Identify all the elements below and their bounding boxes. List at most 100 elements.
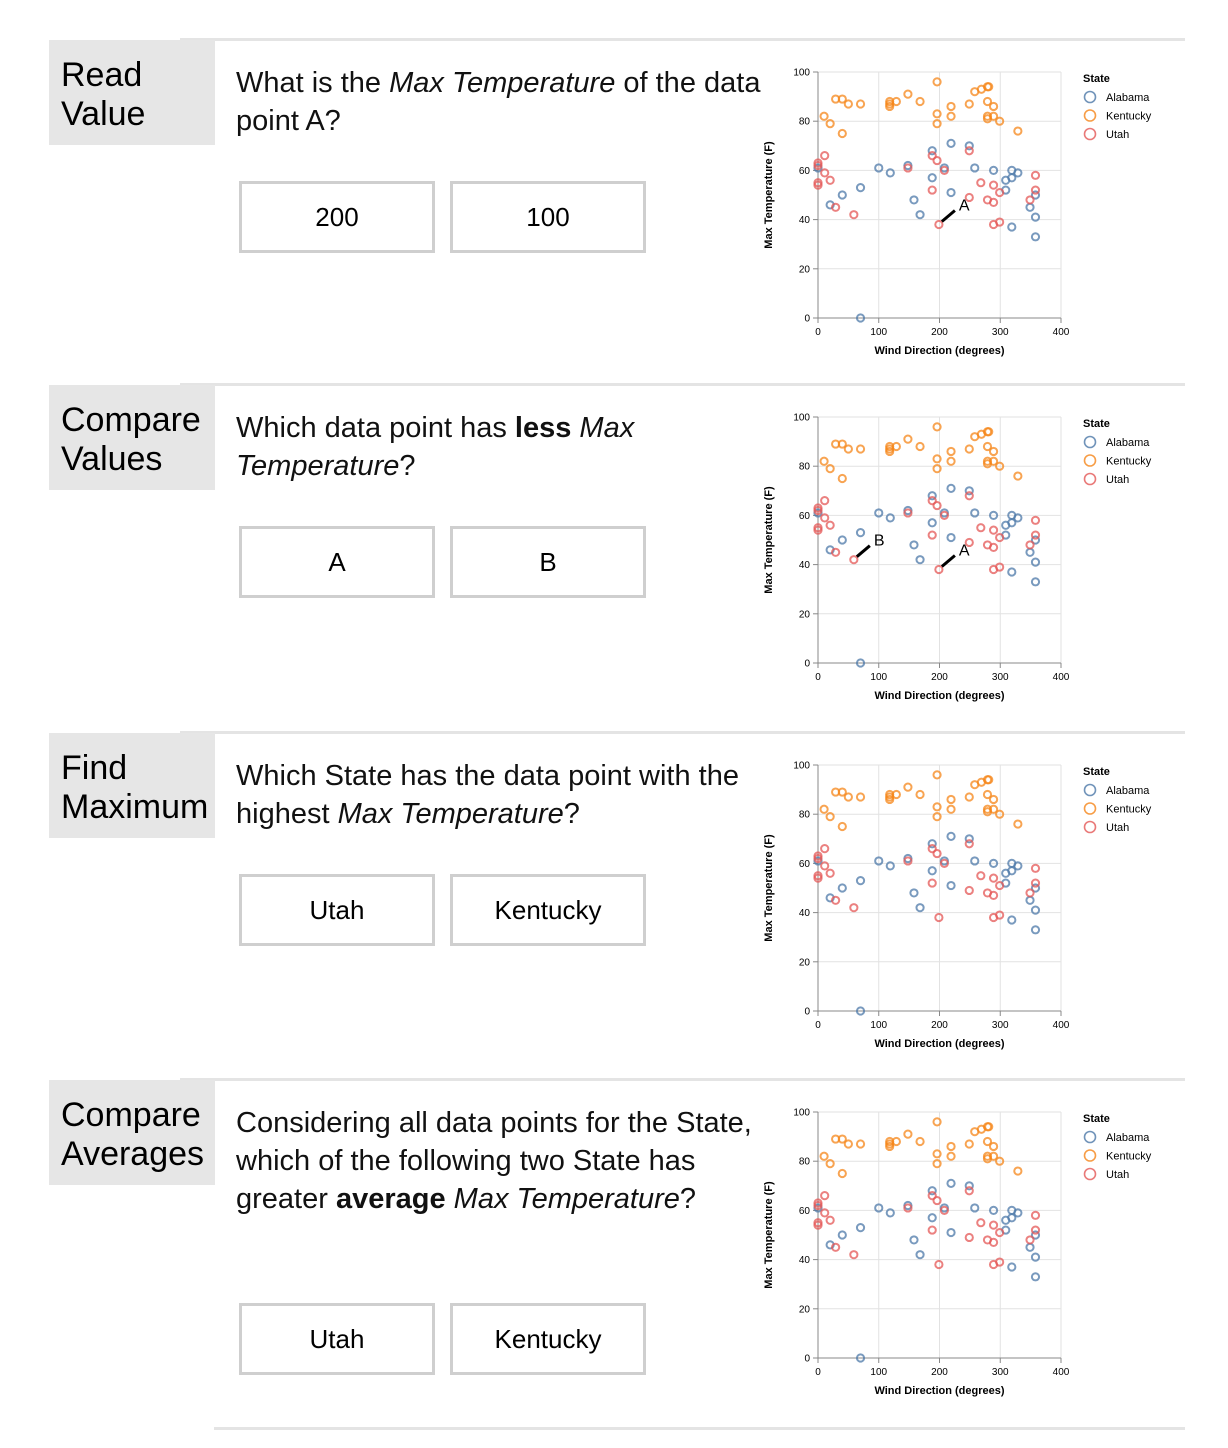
data-point-utah — [927, 151, 937, 161]
x-tick-label: 400 — [1053, 672, 1070, 683]
data-point-kentucky — [891, 789, 901, 800]
data-point-kentucky — [984, 82, 994, 92]
data-point-utah — [988, 197, 999, 207]
answer-option-button[interactable]: B — [450, 526, 646, 598]
data-point-kentucky — [915, 1136, 925, 1147]
data-point-utah — [995, 562, 1005, 572]
data-point-utah — [927, 185, 937, 195]
data-point-kentucky — [855, 444, 866, 454]
data-point-kentucky — [964, 99, 974, 109]
answer-option-button[interactable]: 200 — [239, 181, 435, 253]
data-point-alabama — [874, 1203, 884, 1213]
task-label-text: Find Maximum — [61, 749, 208, 827]
data-point-utah — [995, 217, 1005, 227]
data-point-kentucky — [855, 792, 866, 802]
y-tick-label: 40 — [799, 1255, 811, 1266]
y-axis-title: Max Temperature (F) — [763, 834, 775, 942]
data-point-utah — [995, 532, 1005, 543]
data-point-utah — [976, 523, 986, 533]
data-point-alabama — [946, 1178, 956, 1188]
question-part: ? — [399, 450, 416, 482]
y-tick-label: 20 — [799, 1304, 811, 1315]
question-part: ? — [563, 798, 580, 830]
data-point-alabama — [927, 491, 937, 501]
task-label-text: Read Value — [61, 56, 145, 134]
answer-option-button[interactable]: Kentucky — [450, 1303, 646, 1375]
legend-title: State — [1083, 1113, 1110, 1125]
annotation-label: A — [959, 543, 970, 560]
data-point-alabama — [1013, 1208, 1023, 1218]
data-point-kentucky — [1013, 126, 1023, 136]
answer-option-button[interactable]: A — [239, 526, 435, 598]
legend-label: Kentucky — [1106, 111, 1152, 123]
data-point-alabama — [946, 187, 956, 198]
task-section: Read Value What is the Max Temperature of … — [0, 38, 1228, 385]
annotation-label: B — [874, 533, 885, 550]
legend-label: Alabama — [1106, 785, 1150, 797]
data-point-utah — [976, 178, 986, 188]
data-point-alabama — [915, 555, 925, 565]
data-point-utah — [988, 542, 999, 552]
data-point-kentucky — [932, 812, 942, 822]
data-point-kentucky — [932, 422, 942, 432]
x-tick-label: 300 — [992, 1367, 1009, 1378]
data-point-alabama — [837, 883, 847, 893]
data-point-kentucky — [946, 446, 956, 457]
data-point-alabama — [970, 163, 980, 173]
data-point-utah — [849, 555, 859, 565]
data-point-utah — [932, 155, 942, 166]
data-point-kentucky — [843, 444, 853, 454]
data-point-alabama — [927, 518, 937, 528]
answer-option-button[interactable]: Utah — [239, 874, 435, 946]
data-point-alabama — [1007, 222, 1017, 232]
x-axis-title: Wind Direction (degrees) — [874, 1385, 1004, 1397]
data-point-kentucky — [988, 111, 999, 121]
data-point-kentucky — [855, 99, 866, 109]
data-point-alabama — [927, 866, 937, 876]
data-point-alabama — [927, 146, 937, 156]
data-point-alabama — [1030, 535, 1041, 545]
data-point-alabama — [1030, 883, 1041, 893]
data-point-alabama — [946, 831, 956, 841]
data-point-alabama — [970, 1203, 980, 1213]
data-point-kentucky — [819, 804, 829, 814]
legend-label: Kentucky — [1106, 456, 1152, 468]
x-axis-title: Wind Direction (degrees) — [874, 1038, 1004, 1050]
y-tick-label: 0 — [804, 659, 810, 670]
data-point-utah — [1025, 1235, 1035, 1245]
y-tick-label: 100 — [793, 413, 810, 424]
data-point-alabama — [855, 876, 866, 886]
task-label-text: Compare Values — [61, 401, 201, 479]
data-point-kentucky — [946, 804, 956, 814]
data-point-alabama — [1030, 577, 1041, 587]
data-point-kentucky — [964, 792, 974, 802]
data-point-kentucky — [982, 789, 993, 800]
data-point-alabama — [1025, 895, 1035, 905]
data-point-utah — [820, 513, 830, 523]
data-point-utah — [820, 1191, 830, 1201]
data-point-kentucky — [825, 464, 835, 474]
x-tick-label: 200 — [931, 327, 948, 338]
data-point-alabama — [988, 858, 999, 869]
data-point-utah — [813, 160, 823, 171]
data-point-kentucky — [843, 792, 853, 802]
x-tick-label: 0 — [815, 1367, 821, 1378]
y-tick-label: 20 — [799, 957, 811, 968]
legend-title: State — [1083, 766, 1110, 778]
y-axis-title: Max Temperature (F) — [763, 141, 775, 249]
y-tick-label: 0 — [804, 1007, 810, 1018]
answer-option-button[interactable]: Utah — [239, 1303, 435, 1375]
data-point-kentucky — [891, 441, 901, 452]
answer-option-button[interactable]: 100 — [450, 181, 646, 253]
annotation-label: A — [959, 198, 970, 215]
answer-option-button[interactable]: Kentucky — [450, 874, 646, 946]
data-point-alabama — [1030, 190, 1041, 200]
legend-label: Alabama — [1106, 1132, 1150, 1144]
x-tick-label: 200 — [931, 1020, 948, 1031]
task-label-word: Compare — [61, 1096, 201, 1134]
data-point-utah — [988, 1220, 999, 1230]
question-part: ? — [679, 1183, 697, 1215]
data-point-utah — [903, 163, 913, 173]
data-point-kentucky — [946, 111, 956, 121]
data-point-alabama — [988, 510, 999, 521]
